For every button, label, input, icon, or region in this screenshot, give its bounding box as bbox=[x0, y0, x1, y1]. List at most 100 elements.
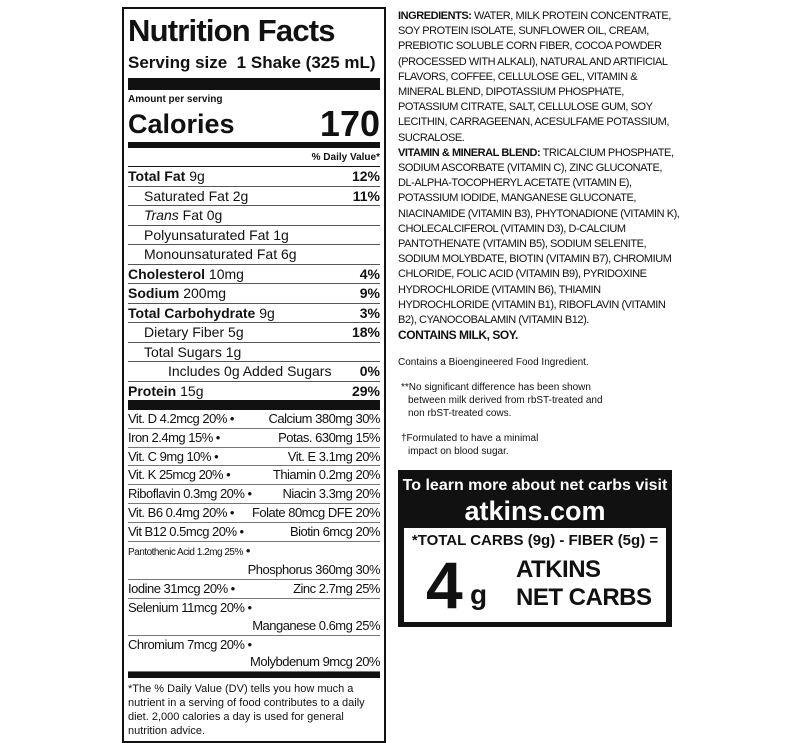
bullet-separator: • bbox=[247, 636, 252, 652]
vitamin-right: Folate 80mcg DFE 20% bbox=[251, 504, 381, 520]
vitamin-right: Niacin 3.3mg 20% bbox=[282, 486, 381, 502]
net-carbs-unit: g bbox=[470, 579, 488, 611]
nutrient-row: Total Sugars 1g bbox=[128, 343, 380, 362]
vitamin-right: Thiamin 0.2mg 20% bbox=[272, 467, 381, 483]
serving-label: Serving size bbox=[128, 53, 228, 72]
nutrient-label: Monounsaturated Fat bbox=[144, 246, 278, 262]
nutrient-amount: 9g bbox=[259, 304, 275, 321]
carb-formula: *TOTAL CARBS (9g) - FIBER (5g) = bbox=[411, 532, 659, 550]
vitamin-row: Vit. B6 0.4mg 20% • Folate 80mcg DFE 20% bbox=[128, 504, 381, 523]
vitamin-row: Chromium 7mcg 20% • Molybdenum 9mcg 20% bbox=[128, 636, 381, 673]
bullet-separator: • bbox=[247, 599, 252, 615]
nutrient-dv: 12% bbox=[351, 168, 380, 184]
serving-size: Serving size 1 Shake (325 mL) bbox=[128, 52, 380, 90]
nutrient-row: Total Fat 9g 12% bbox=[128, 167, 380, 187]
nutrient-amount: 10mg bbox=[208, 265, 244, 282]
nutrient-amount: 6g bbox=[280, 246, 297, 262]
ingredients: INGREDIENTS: WATER, MILK PROTEIN CONCENT… bbox=[398, 9, 680, 344]
nutrient-amount: 9g bbox=[189, 168, 205, 184]
vitamin-right: Zinc 2.7mg 25% bbox=[293, 581, 380, 597]
nutrient-dv: 18% bbox=[351, 324, 380, 340]
net-carbs-panel: *TOTAL CARBS (9g) - FIBER (5g) = 4 g ATK… bbox=[404, 528, 666, 623]
nutrient-label: Total Carbohydrate bbox=[128, 304, 256, 321]
vitamin-left: Vit. D 4.2mcg 20% bbox=[128, 411, 227, 426]
vitamin-right: Molybdenum 9mcg 20% bbox=[250, 654, 380, 670]
nutrient-amount: 1g bbox=[225, 343, 242, 360]
nutrient-amount: 15g bbox=[180, 382, 204, 399]
nutrient-name: Trans Fat 0g bbox=[128, 206, 222, 225]
bullet-separator: • bbox=[229, 504, 235, 520]
nutrient-name: Polyunsaturated Fat 1g bbox=[128, 226, 289, 245]
nutrient-dv: 29% bbox=[351, 382, 380, 399]
nutrient-row: Dietary Fiber 5g 18% bbox=[128, 323, 380, 343]
vitamin-right: Potas. 630mg 15% bbox=[278, 429, 380, 445]
website-link[interactable]: atkins.com bbox=[464, 496, 606, 527]
calories-value: 170 bbox=[319, 103, 380, 144]
nutrient-label: Includes 0g Added Sugars bbox=[168, 363, 332, 379]
nutrient-label: Dietary Fiber bbox=[144, 324, 225, 340]
nutrient-name: Includes 0g Added Sugars bbox=[128, 362, 331, 381]
amount-per-serving: Amount per serving bbox=[128, 94, 223, 105]
nutrient-label: Polyunsaturated Fat bbox=[144, 226, 270, 243]
bullet-separator: • bbox=[239, 523, 245, 539]
nutrient-name: Dietary Fiber 5g bbox=[128, 323, 244, 342]
calories-row: Calories 170 bbox=[128, 106, 380, 148]
vitamin-right: Biotin 6mcg 20% bbox=[289, 523, 381, 539]
vitamin-left: Selenium 11mcg 20% bbox=[128, 599, 245, 615]
vitamin-right: Vit. E 3.1mg 20% bbox=[287, 448, 381, 464]
nutrient-name: Sodium 200mg bbox=[128, 284, 226, 303]
rbst-note: **No significant difference has been sho… bbox=[401, 382, 603, 420]
learn-more-text: To learn more about net carbs visit bbox=[402, 477, 668, 495]
nutrient-amount: 200mg bbox=[183, 285, 227, 301]
nutrient-name: Total Sugars 1g bbox=[128, 343, 241, 362]
nutrient-name: Cholesterol 10mg bbox=[128, 265, 244, 284]
nutrient-row: Protein 15g 29% bbox=[128, 382, 380, 410]
blend-label: VITAMIN & MINERAL BLEND: bbox=[398, 146, 541, 159]
nutrient-name: Saturated Fat 2g bbox=[128, 187, 248, 206]
nutrient-dv: 3% bbox=[359, 304, 380, 321]
notes: Contains a Bioengineered Food Ingredient… bbox=[398, 356, 658, 458]
nutrient-row: Trans Fat 0g bbox=[128, 206, 380, 226]
vitamin-right: Manganese 0.6mg 25% bbox=[252, 617, 380, 633]
net-carbs-promo: To learn more about net carbs visit atki… bbox=[398, 470, 672, 628]
nutrient-row: Saturated Fat 2g 11% bbox=[128, 187, 380, 206]
nutrient-row: Total Carbohydrate 9g 3% bbox=[128, 304, 380, 323]
footnote: *The % Daily Value (DV) tells you how mu… bbox=[128, 672, 380, 738]
vitamin-left: Iodine 31mcg 20% bbox=[128, 581, 228, 597]
right-column: INGREDIENTS: WATER, MILK PROTEIN CONCENT… bbox=[398, 9, 680, 628]
nutrient-row: Includes 0g Added Sugars 0% bbox=[128, 362, 380, 382]
nutrient-dv: 0% bbox=[359, 363, 380, 379]
bullet-separator: • bbox=[247, 486, 252, 502]
nutrient-amount: Fat 0g bbox=[182, 207, 223, 223]
vitamin-row: Selenium 11mcg 20% • Manganese 0.6mg 25% bbox=[128, 599, 381, 636]
nutrient-row: Polyunsaturated Fat 1g bbox=[128, 226, 380, 245]
nutrient-row: Sodium 200mg 9% bbox=[128, 284, 380, 304]
nutrient-name: Total Carbohydrate 9g bbox=[128, 304, 275, 323]
vitamin-right: Phosphorus 360mg 30% bbox=[247, 562, 381, 578]
serving-value: 1 Shake (325 mL) bbox=[236, 53, 376, 72]
vitamin-row: Iodine 31mcg 20% • Zinc 2.7mg 25% bbox=[128, 580, 381, 599]
nutrient-row: Monounsaturated Fat 6g bbox=[128, 245, 380, 265]
bioengineered-note: Contains a Bioengineered Food Ingredient… bbox=[398, 357, 589, 369]
calories-label: Calories bbox=[128, 109, 235, 139]
bullet-separator: • bbox=[230, 581, 236, 597]
vitamin-left: Vit. C 9mg 10% bbox=[128, 448, 212, 464]
nutrient-amount: 5g bbox=[228, 324, 244, 340]
vitamin-left: Pantothenic Acid 1.2mg 25% bbox=[128, 546, 243, 558]
net-carbs-label: ATKINS NET CARBS bbox=[516, 556, 652, 612]
vitamin-row: Iron 2.4mg 15% • Potas. 630mg 15% bbox=[128, 429, 381, 448]
vitamin-left: Iron 2.4mg 15% bbox=[128, 429, 213, 445]
nutrient-name: Monounsaturated Fat 6g bbox=[128, 245, 297, 264]
bullet-separator: • bbox=[215, 429, 221, 445]
nutrient-label: Total Fat bbox=[128, 168, 186, 184]
nutrient-row: Cholesterol 10mg 4% bbox=[128, 265, 380, 284]
vitamin-left: Vit. K 25mcg 20% bbox=[128, 467, 224, 483]
nutrient-dv: 4% bbox=[359, 265, 380, 282]
allergen-statement: CONTAINS MILK, SOY. bbox=[398, 328, 518, 343]
vitamin-left: Riboflavin 0.3mg 20% bbox=[128, 486, 245, 502]
net-carbs-label-2: NET CARBS bbox=[516, 584, 652, 612]
ingredients-text: WATER, MILK PROTEIN CONCENTRATE, SOY PRO… bbox=[398, 10, 671, 144]
bullet-separator: • bbox=[229, 411, 235, 426]
nutrient-label: Sodium bbox=[128, 285, 180, 301]
nutrient-label: Saturated Fat bbox=[144, 187, 229, 204]
